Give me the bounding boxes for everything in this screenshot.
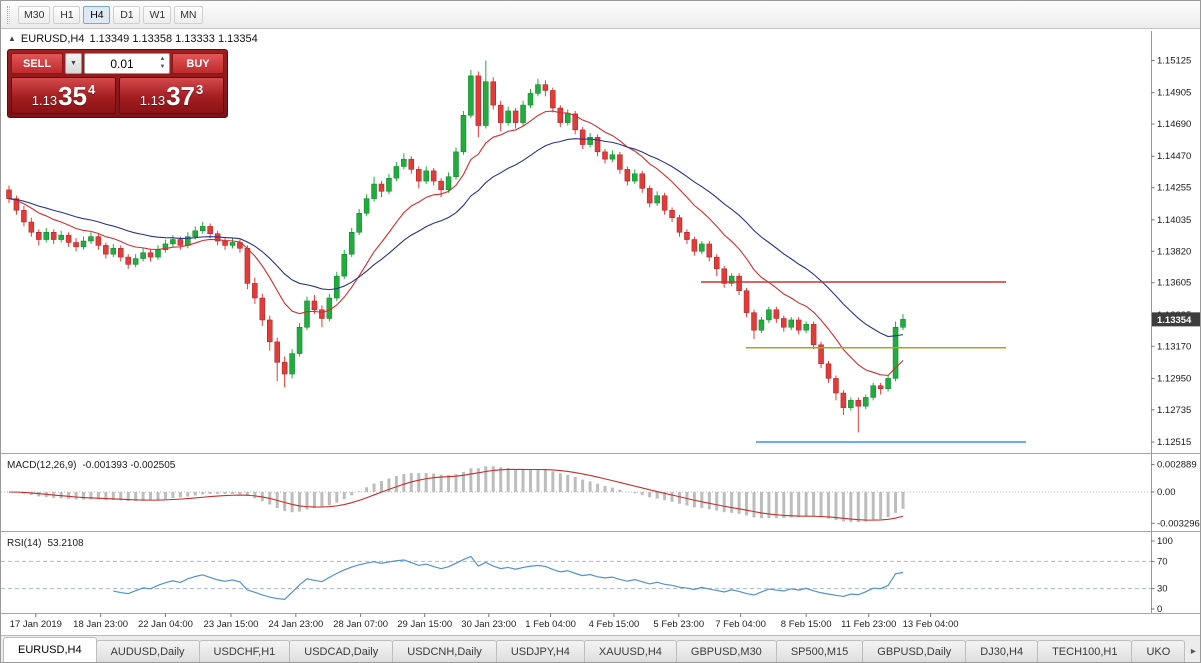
- buy-price-fraction: 3: [196, 82, 204, 97]
- svg-text:7 Feb 04:00: 7 Feb 04:00: [715, 619, 766, 630]
- svg-text:1.12735: 1.12735: [1157, 405, 1191, 416]
- volume-dropdown-button[interactable]: ▼: [65, 53, 82, 74]
- svg-text:1.13820: 1.13820: [1157, 246, 1191, 257]
- svg-text:0.002889: 0.002889: [1157, 460, 1197, 471]
- svg-text:-0.003296: -0.003296: [1157, 518, 1200, 529]
- svg-text:18 Jan 23:00: 18 Jan 23:00: [73, 619, 128, 630]
- current-price-badge: [1152, 312, 1200, 327]
- svg-text:1.12515: 1.12515: [1157, 437, 1191, 448]
- price-axis-labels: 1.15125 1.14905 1.14690 1.14470 1.14255 1.140…: [1151, 56, 1191, 448]
- chart-symbol: EURUSD,H4: [20, 33, 85, 45]
- svg-text:1.14035: 1.14035: [1157, 215, 1191, 226]
- timeframe-h1[interactable]: H1: [53, 5, 81, 24]
- sell-price-big-figure: 1.13: [31, 93, 58, 108]
- sell-button[interactable]: SELL: [11, 53, 63, 74]
- spinner-down-icon[interactable]: ▼: [159, 63, 166, 70]
- spinner-up-icon[interactable]: ▲: [159, 56, 166, 63]
- svg-text:28 Jan 07:00: 28 Jan 07:00: [333, 619, 388, 630]
- timeframe-h4[interactable]: H4: [83, 5, 111, 24]
- chart-tabbar: EURUSD,H4 AUDUSD,Daily USDCHF,H1 USDCAD,Dai…: [1, 635, 1200, 662]
- tab-scroll-right-icon[interactable]: ▸: [1190, 645, 1196, 657]
- timeframe-m30[interactable]: M30: [18, 5, 51, 24]
- rsi-name: RSI(14): [7, 538, 42, 549]
- tab-usdcnh-daily[interactable]: USDCNH,Daily: [392, 640, 497, 662]
- macd-name: MACD(12,26,9): [7, 460, 77, 471]
- time-axis-labels: 17 Jan 2019 18 Jan 23:00 22 Jan 04:00 23 Ja…: [10, 613, 959, 630]
- buy-button[interactable]: BUY: [172, 53, 224, 74]
- buy-price-pips: 37: [166, 80, 195, 111]
- ma-fast-line[interactable]: [8, 110, 904, 376]
- volume-spinner: ▲ ▼: [157, 54, 168, 73]
- toolbar-grip[interactable]: [7, 5, 10, 24]
- svg-text:17 Jan 2019: 17 Jan 2019: [10, 619, 62, 630]
- svg-text:30: 30: [1157, 584, 1168, 595]
- svg-text:30 Jan 23:00: 30 Jan 23:00: [461, 619, 516, 630]
- chart-icon: ▲: [8, 34, 16, 43]
- tab-gbpusd-m30[interactable]: GBPUSD,M30: [675, 640, 777, 662]
- svg-text:0.00: 0.00: [1157, 487, 1176, 498]
- macd-signal-line: [8, 468, 904, 521]
- tab-usdjpy-h4[interactable]: USDJPY,H4: [495, 640, 585, 662]
- svg-text:1.12950: 1.12950: [1157, 373, 1191, 384]
- svg-text:13 Feb 04:00: 13 Feb 04:00: [903, 619, 959, 630]
- rsi-indicator-title: RSI(14) 53.2108: [7, 538, 84, 549]
- svg-text:23 Jan 15:00: 23 Jan 15:00: [204, 619, 259, 630]
- sell-price-pips: 35: [58, 80, 87, 111]
- svg-text:1.15125: 1.15125: [1157, 56, 1191, 67]
- svg-text:24 Jan 23:00: 24 Jan 23:00: [268, 619, 323, 630]
- svg-text:1.14470: 1.14470: [1157, 151, 1191, 162]
- buy-price-button[interactable]: 1.13 37 3: [119, 77, 224, 114]
- one-click-trading-panel: SELL ▼ ▲ ▼ BUY 1.13 35 4: [7, 49, 228, 118]
- current-price-label: 1.13354: [1157, 315, 1192, 326]
- chevron-down-icon: ▼: [70, 60, 77, 67]
- ma-slow-line[interactable]: [8, 138, 904, 338]
- chart-ohlc: 1.13349 1.13358 1.13333 1.13354: [89, 33, 258, 45]
- svg-text:1 Feb 04:00: 1 Feb 04:00: [525, 619, 576, 630]
- tab-dj30-h4[interactable]: DJ30,H4: [965, 640, 1039, 662]
- rsi-value: 53.2108: [47, 538, 84, 549]
- tab-sp500-m15[interactable]: SP500,M15: [775, 640, 864, 662]
- svg-text:4 Feb 15:00: 4 Feb 15:00: [589, 619, 640, 630]
- tab-audusd-daily[interactable]: AUDUSD,Daily: [95, 640, 200, 662]
- macd-indicator-title: MACD(12,26,9) -0.001393 -0.002505: [7, 460, 175, 471]
- timeframe-mn[interactable]: MN: [174, 5, 203, 24]
- chart-area: 1.15125 1.14905 1.14690 1.14470 1.14255 1.140…: [1, 29, 1201, 637]
- svg-text:29 Jan 15:00: 29 Jan 15:00: [397, 619, 452, 630]
- chart-canvas[interactable]: 1.15125 1.14905 1.14690 1.14470 1.14255 1.140…: [1, 29, 1201, 637]
- volume-field-wrap: ▲ ▼: [84, 53, 170, 74]
- macd-values: -0.001393 -0.002505: [82, 460, 176, 471]
- tab-eurusd-h4[interactable]: EURUSD,H4: [3, 637, 97, 662]
- svg-text:0: 0: [1157, 604, 1162, 615]
- svg-text:5 Feb 23:00: 5 Feb 23:00: [653, 619, 704, 630]
- svg-text:100: 100: [1157, 536, 1173, 547]
- svg-text:1.14690: 1.14690: [1157, 119, 1191, 130]
- svg-text:1.14255: 1.14255: [1157, 183, 1191, 194]
- volume-input[interactable]: [85, 54, 169, 73]
- tab-uko[interactable]: UKO: [1131, 640, 1186, 662]
- tab-usdcad-daily[interactable]: USDCAD,Daily: [289, 640, 394, 662]
- svg-text:8 Feb 15:00: 8 Feb 15:00: [781, 619, 832, 630]
- svg-text:70: 70: [1157, 556, 1168, 567]
- timeframe-buttons: M30 H1 H4 D1 W1 MN: [18, 5, 203, 24]
- sell-price-fraction: 4: [88, 82, 96, 97]
- svg-text:1.13170: 1.13170: [1157, 341, 1191, 352]
- svg-text:1.14905: 1.14905: [1157, 88, 1191, 99]
- svg-text:1.13605: 1.13605: [1157, 278, 1191, 289]
- tab-xauusd-h4[interactable]: XAUUSD,H4: [583, 640, 677, 662]
- chart-tabs: EURUSD,H4 AUDUSD,Daily USDCHF,H1 USDCAD,Dai…: [3, 637, 1186, 662]
- chart-header: ▲ EURUSD,H4 1.13349 1.13358 1.13333 1.13…: [8, 33, 258, 45]
- tab-gbpusd-daily[interactable]: GBPUSD,Daily: [862, 640, 967, 662]
- timeframe-w1[interactable]: W1: [143, 5, 172, 24]
- tab-usdchf-h1[interactable]: USDCHF,H1: [198, 640, 291, 662]
- buy-price-big-figure: 1.13: [139, 93, 166, 108]
- timeframe-toolbar: M30 H1 H4 D1 W1 MN: [1, 1, 1200, 29]
- svg-text:22 Jan 04:00: 22 Jan 04:00: [138, 619, 193, 630]
- sell-price-button[interactable]: 1.13 35 4: [11, 77, 116, 114]
- timeframe-d1[interactable]: D1: [113, 5, 141, 24]
- rsi-line: [113, 555, 904, 600]
- svg-text:11 Feb 23:00: 11 Feb 23:00: [841, 619, 896, 630]
- tab-tech100-h1[interactable]: TECH100,H1: [1037, 640, 1133, 662]
